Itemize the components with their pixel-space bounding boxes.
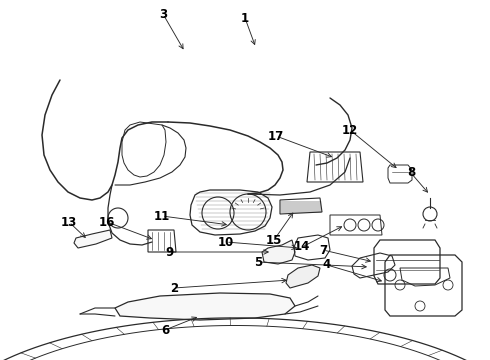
Text: 11: 11 (154, 210, 170, 222)
Text: 9: 9 (165, 246, 173, 258)
Text: 13: 13 (61, 216, 77, 229)
Polygon shape (262, 240, 295, 264)
Text: 8: 8 (407, 166, 415, 180)
Text: 5: 5 (254, 256, 262, 269)
Polygon shape (74, 230, 112, 248)
Text: 7: 7 (319, 243, 327, 256)
Polygon shape (115, 293, 295, 320)
Text: 2: 2 (170, 282, 178, 294)
Text: 10: 10 (218, 235, 234, 248)
Text: 14: 14 (294, 240, 310, 253)
Text: 3: 3 (159, 8, 167, 21)
Text: 17: 17 (268, 130, 284, 143)
Text: 12: 12 (342, 123, 358, 136)
Text: 16: 16 (99, 216, 115, 229)
Text: 1: 1 (241, 12, 249, 24)
Polygon shape (286, 265, 320, 288)
Text: 4: 4 (323, 258, 331, 271)
Text: 15: 15 (266, 234, 282, 247)
Text: 6: 6 (161, 324, 169, 337)
